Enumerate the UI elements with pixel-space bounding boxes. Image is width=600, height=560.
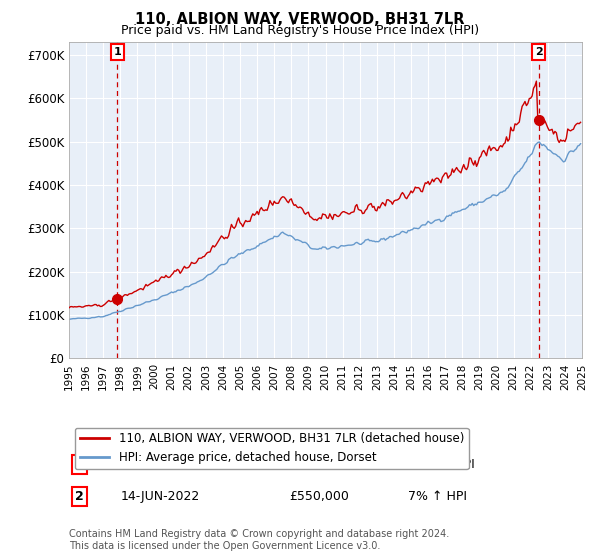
Text: 14-JUN-2022: 14-JUN-2022: [121, 489, 200, 503]
Text: 1: 1: [113, 46, 121, 57]
Text: 7% ↑ HPI: 7% ↑ HPI: [407, 489, 467, 503]
Text: £550,000: £550,000: [290, 489, 349, 503]
Text: Price paid vs. HM Land Registry's House Price Index (HPI): Price paid vs. HM Land Registry's House …: [121, 24, 479, 36]
Text: 110, ALBION WAY, VERWOOD, BH31 7LR: 110, ALBION WAY, VERWOOD, BH31 7LR: [135, 12, 465, 27]
Text: 31-OCT-1997: 31-OCT-1997: [121, 458, 202, 471]
Text: £136,995: £136,995: [290, 458, 349, 471]
Text: 2: 2: [535, 46, 542, 57]
Text: Contains HM Land Registry data © Crown copyright and database right 2024.
This d: Contains HM Land Registry data © Crown c…: [69, 529, 449, 551]
Text: 1: 1: [75, 458, 83, 471]
Legend: 110, ALBION WAY, VERWOOD, BH31 7LR (detached house), HPI: Average price, detache: 110, ALBION WAY, VERWOOD, BH31 7LR (deta…: [75, 428, 469, 469]
Text: 2: 2: [75, 489, 83, 503]
Text: 22% ↑ HPI: 22% ↑ HPI: [407, 458, 475, 471]
